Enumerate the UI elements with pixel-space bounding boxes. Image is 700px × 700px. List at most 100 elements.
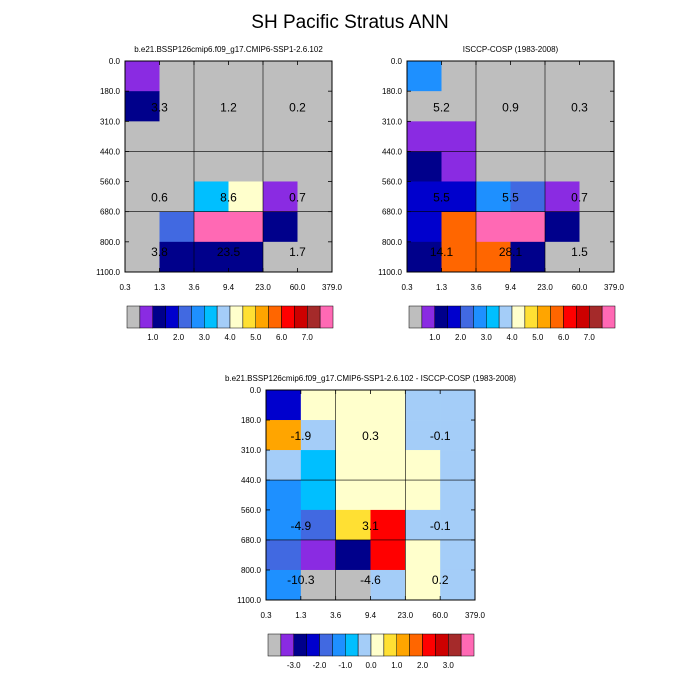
heatmap-cell xyxy=(263,91,298,122)
heatmap-cell xyxy=(510,121,546,152)
heatmap-cell xyxy=(125,121,160,152)
cell-value-label: 3.8 xyxy=(151,245,168,259)
cell-value-label: 1.2 xyxy=(220,100,237,114)
heatmap-cell xyxy=(266,390,302,421)
colorbar-label: -2.0 xyxy=(313,661,327,670)
cell-value-label: 0.6 xyxy=(151,191,168,205)
heatmap-cell xyxy=(263,181,298,212)
heatmap-cell xyxy=(407,181,442,212)
colorbar-label: 6.0 xyxy=(276,333,288,342)
x-tick-label: 60.0 xyxy=(432,611,448,620)
heatmap-cell xyxy=(297,61,333,92)
cell-value-label: -10.3 xyxy=(287,573,315,587)
heatmap-cell xyxy=(476,91,511,122)
heatmap-cell xyxy=(159,181,195,212)
colorbar-swatch xyxy=(191,305,205,329)
heatmap-cell xyxy=(476,61,511,92)
y-tick-label: 560.0 xyxy=(382,177,403,186)
heatmap-cell xyxy=(159,61,195,92)
heatmap-cell xyxy=(125,181,160,212)
colorbar-swatch xyxy=(332,633,346,657)
heatmap-cell xyxy=(228,151,264,182)
heatmap-cell xyxy=(441,121,477,152)
heatmap-cell xyxy=(300,539,336,571)
heatmap-cell xyxy=(510,61,546,92)
y-tick-label: 440.0 xyxy=(241,476,262,485)
heatmap-cell xyxy=(545,241,580,273)
x-tick-label: 1.3 xyxy=(436,283,448,292)
colorbar-swatch xyxy=(460,633,475,657)
x-tick-label: 9.4 xyxy=(223,283,235,292)
y-tick-label: 680.0 xyxy=(241,536,262,545)
y-tick-label: 560.0 xyxy=(100,177,121,186)
colorbar-label: 6.0 xyxy=(558,333,570,342)
x-tick-label: 1.3 xyxy=(295,611,307,620)
colorbar-label: 4.0 xyxy=(506,333,518,342)
heatmap-cell xyxy=(266,509,302,541)
heatmap-cell xyxy=(335,450,371,481)
y-tick-label: 680.0 xyxy=(100,208,121,217)
cell-value-label: 1.5 xyxy=(571,245,588,259)
cell-value-label: 5.2 xyxy=(433,100,450,114)
heatmap-cell xyxy=(545,91,580,122)
heatmap-cell xyxy=(300,569,336,601)
heatmap-cell xyxy=(440,420,476,451)
heatmap-cell xyxy=(579,151,615,182)
cell-value-label: 0.2 xyxy=(432,573,449,587)
colorbar-label: 7.0 xyxy=(584,333,596,342)
cell-value-label: 0.9 xyxy=(502,100,519,114)
heatmap-cell xyxy=(579,241,615,273)
heatmap-cell xyxy=(579,121,615,152)
cell-value-label: 14.1 xyxy=(430,245,454,259)
heatmap-cell xyxy=(370,390,406,421)
heatmap-cell xyxy=(297,211,333,243)
colorbar-swatch xyxy=(370,633,385,657)
colorbar-label: 1.0 xyxy=(429,333,441,342)
colorbar: -3.0 -2.0 -1.0 0.0 1.0 2.0 3.0 xyxy=(267,633,475,670)
heatmap-cell xyxy=(335,420,371,451)
colorbar-label: 1.0 xyxy=(391,661,403,670)
colorbar-swatch xyxy=(294,305,308,329)
heatmap-cell xyxy=(335,539,371,571)
colorbar-swatch xyxy=(267,633,282,657)
heatmap-cell xyxy=(510,181,546,212)
heatmap-cell xyxy=(476,151,511,182)
cell-value-label: 1.7 xyxy=(289,245,306,259)
cell-value-label: -1.9 xyxy=(290,429,311,443)
heatmap-cell xyxy=(370,539,406,571)
heatmap-cell xyxy=(335,480,371,511)
y-tick-label: 680.0 xyxy=(382,208,403,217)
heatmap-cell xyxy=(228,91,264,122)
heatmap-cell xyxy=(510,91,546,122)
heatmap-cell xyxy=(297,181,333,212)
heatmap-cell xyxy=(266,539,302,571)
x-tick-label: 1.3 xyxy=(154,283,166,292)
y-tick-label: 180.0 xyxy=(241,416,262,425)
colorbar-swatch xyxy=(576,305,590,329)
x-tick-label: 3.6 xyxy=(330,611,342,620)
colorbar-swatch xyxy=(409,633,423,657)
y-tick-label: 310.0 xyxy=(382,117,403,126)
heatmap-cell xyxy=(266,420,302,451)
cell-value-label: -4.6 xyxy=(360,573,381,587)
y-tick-label: 1100.0 xyxy=(378,268,402,277)
colorbar-swatch xyxy=(486,305,500,329)
cell-value-label: 3.3 xyxy=(151,100,168,114)
heatmap-cell xyxy=(263,211,298,243)
heatmap-cell xyxy=(440,539,476,571)
x-tick-label: 60.0 xyxy=(290,283,306,292)
colorbar-swatch xyxy=(216,305,231,329)
heatmap-cell xyxy=(440,569,476,601)
y-tick-label: 310.0 xyxy=(241,446,262,455)
y-tick-label: 180.0 xyxy=(100,87,121,96)
colorbar-swatch xyxy=(242,305,257,329)
colorbar-swatch xyxy=(281,305,295,329)
colorbar-label: 7.0 xyxy=(302,333,314,342)
heatmap-cell xyxy=(159,121,195,152)
colorbar-swatch xyxy=(448,633,462,657)
heatmap-cell xyxy=(440,390,476,421)
y-tick-label: 0.0 xyxy=(109,57,121,66)
colorbar-swatch xyxy=(550,305,564,329)
colorbar-swatch xyxy=(152,305,166,329)
heatmap-cell xyxy=(194,241,229,273)
